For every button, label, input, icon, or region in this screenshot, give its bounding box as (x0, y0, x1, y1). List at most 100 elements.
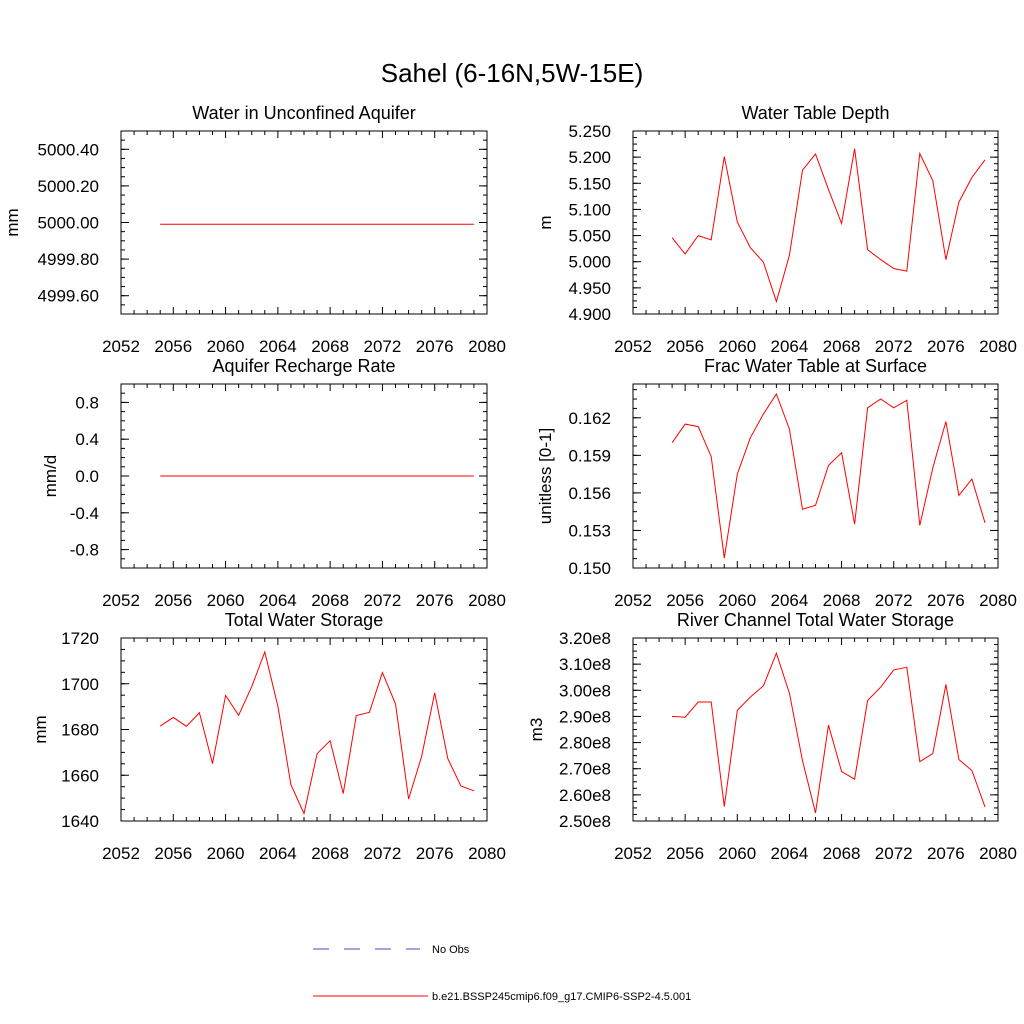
y-tick-label: 5.150 (568, 174, 611, 193)
y-tick-label: 5000.40 (38, 140, 99, 159)
chart-panel-water-table-depth: Water Table Depth m 2052 2056 2060 2064 2068 20… (536, 103, 1017, 356)
x-tick-label: 2056 (154, 844, 192, 863)
y-tick-label: 2.80e8 (559, 734, 611, 753)
figure-title: Sahel (6-16N,5W-15E) (381, 58, 644, 88)
y-axis-label: unitless [0-1] (536, 428, 555, 524)
x-tick-label: 2060 (207, 337, 245, 356)
legend-label-no-obs: No Obs (432, 944, 470, 956)
x-tick-label: 2068 (823, 844, 861, 863)
y-tick-label: 0.159 (568, 446, 611, 465)
y-tick-label: 1680 (61, 721, 99, 740)
y-tick-label: 0.8 (75, 393, 99, 412)
x-tick-label: 2056 (666, 591, 704, 610)
y-axis-label: mm/d (41, 455, 60, 498)
y-tick-label: 2.90e8 (559, 707, 611, 726)
x-tick-label: 2052 (614, 337, 652, 356)
plot-frame (632, 130, 999, 315)
panel-title: Frac Water Table at Surface (704, 356, 927, 376)
y-tick-label: 5.000 (568, 253, 611, 272)
y-tick-label: 2.60e8 (559, 786, 611, 805)
x-tick-label: 2052 (102, 844, 140, 863)
y-axis-label: m (536, 215, 555, 229)
chart-panel-frac-water-table-at-surface: Frac Water Table at Surface unitless [0-1… (536, 356, 1017, 610)
series-line (159, 650, 475, 816)
x-tick-label: 2080 (468, 337, 506, 356)
x-tick-label: 2068 (311, 337, 349, 356)
y-tick-label: 1700 (61, 675, 99, 694)
x-tick-label: 2072 (364, 591, 402, 610)
x-tick-label: 2056 (154, 591, 192, 610)
y-tick-label: 1720 (61, 629, 99, 648)
x-tick-label: 2072 (364, 337, 402, 356)
x-tick-label: 2064 (771, 591, 809, 610)
x-tick-label: 2052 (614, 844, 652, 863)
y-tick-label: 4.950 (568, 279, 611, 298)
y-tick-label: 4999.60 (38, 287, 99, 306)
x-tick-label: 2064 (259, 591, 297, 610)
x-tick-label: 2076 (416, 591, 454, 610)
y-tick-label: -0.4 (70, 504, 99, 523)
x-tick-label: 2076 (416, 844, 454, 863)
panel-title: Water in Unconfined Aquifer (192, 103, 415, 123)
plot-frame (632, 383, 999, 569)
x-tick-label: 2068 (823, 591, 861, 610)
y-tick-label: 1640 (61, 812, 99, 831)
y-tick-label: 0.0 (75, 467, 99, 486)
x-tick-label: 2068 (823, 337, 861, 356)
x-tick-label: 2080 (979, 591, 1017, 610)
x-tick-label: 2080 (979, 337, 1017, 356)
x-tick-label: 2072 (364, 844, 402, 863)
x-tick-label: 2056 (666, 337, 704, 356)
y-tick-label: 3.10e8 (559, 655, 611, 674)
x-tick-label: 2068 (311, 844, 349, 863)
y-tick-label: 3.00e8 (559, 681, 611, 700)
y-tick-label: 5.200 (568, 148, 611, 167)
x-tick-label: 2076 (927, 591, 965, 610)
x-tick-label: 2068 (311, 591, 349, 610)
legend-label-model: b.e21.BSSP245cmip6.f09_g17.CMIP6-SSP2-4.… (432, 991, 691, 1003)
y-tick-label: 5.250 (568, 122, 611, 141)
x-tick-label: 2064 (771, 337, 809, 356)
x-tick-label: 2080 (468, 844, 506, 863)
x-tick-label: 2072 (875, 337, 913, 356)
y-tick-label: 0.4 (75, 430, 99, 449)
series-line (671, 148, 986, 304)
x-tick-label: 2076 (927, 337, 965, 356)
x-tick-label: 2072 (875, 591, 913, 610)
chart-panel-total-water-storage: Total Water Storage mm 2052 2056 2060 2064 206… (31, 610, 506, 863)
chart-panel-aquifer-recharge-rate: Aquifer Recharge Rate mm/d 2052 2056 2060 206… (41, 356, 506, 610)
plot-frame (120, 637, 488, 822)
x-tick-label: 2064 (771, 844, 809, 863)
x-tick-label: 2052 (102, 337, 140, 356)
y-tick-label: 4999.80 (38, 250, 99, 269)
panel-title: Water Table Depth (741, 103, 889, 123)
y-tick-label: 0.156 (568, 484, 611, 503)
x-tick-label: 2072 (875, 844, 913, 863)
x-tick-label: 2056 (666, 844, 704, 863)
x-tick-label: 2060 (718, 337, 756, 356)
panel-title: River Channel Total Water Storage (677, 610, 954, 630)
y-axis-label: mm (31, 715, 50, 743)
y-tick-label: 4.900 (568, 305, 611, 324)
x-tick-label: 2060 (207, 591, 245, 610)
y-axis-label: m3 (527, 718, 546, 742)
y-tick-label: 2.50e8 (559, 812, 611, 831)
y-tick-label: 3.20e8 (559, 629, 611, 648)
y-tick-label: 0.162 (568, 409, 611, 428)
panel-title: Total Water Storage (225, 610, 383, 630)
x-tick-label: 2080 (468, 591, 506, 610)
y-tick-label: 1660 (61, 766, 99, 785)
y-tick-label: 0.150 (568, 559, 611, 578)
x-tick-label: 2052 (614, 591, 652, 610)
x-tick-label: 2076 (927, 844, 965, 863)
plot-frame (120, 130, 488, 315)
y-tick-label: -0.8 (70, 541, 99, 560)
x-tick-label: 2060 (718, 844, 756, 863)
x-tick-label: 2080 (979, 844, 1017, 863)
x-tick-label: 2052 (102, 591, 140, 610)
y-tick-label: 5.100 (568, 200, 611, 219)
y-tick-label: 5000.20 (38, 177, 99, 196)
x-tick-label: 2056 (154, 337, 192, 356)
